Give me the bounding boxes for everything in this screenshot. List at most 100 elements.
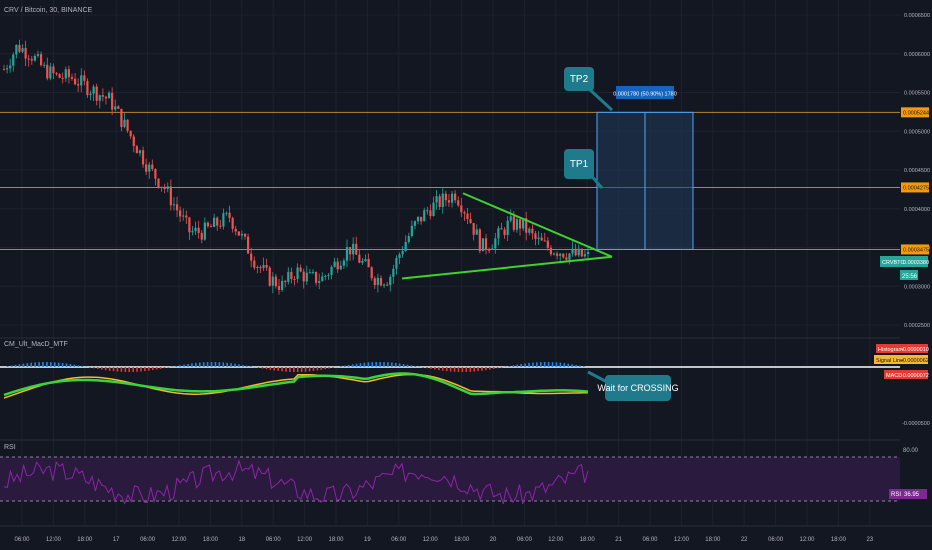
- candle-body: [262, 265, 265, 269]
- price-tick-label: 0.0005000: [904, 129, 930, 135]
- histogram-bar: [269, 367, 272, 370]
- level-tag: [901, 182, 929, 193]
- tp2-bubble: [564, 67, 594, 91]
- price-tick-label: 0.0004000: [904, 207, 930, 213]
- histogram-bar: [304, 367, 307, 372]
- histogram-bar: [218, 362, 221, 367]
- histogram-bar: [73, 364, 76, 367]
- candle-body: [175, 204, 179, 211]
- candle-body: [376, 277, 379, 286]
- level-tag-text: 0.0004275: [903, 185, 929, 191]
- macd-pane[interactable]: CM_Ult_MacD_MTF Wait for CROSSING: [0, 337, 932, 401]
- time-tick-label: 12:00: [799, 537, 815, 543]
- time-tick-label: 21: [615, 537, 622, 543]
- histogram-bar: [69, 364, 72, 367]
- candle-body: [101, 95, 104, 97]
- candle-body: [111, 92, 114, 110]
- candle-body: [21, 48, 24, 52]
- histogram-bar: [426, 367, 428, 369]
- wait-callout[interactable]: Wait for CROSSING: [587, 370, 679, 401]
- candle-body: [182, 215, 185, 217]
- histogram-bar: [434, 367, 436, 370]
- candle-body: [231, 217, 234, 229]
- candle-body: [355, 243, 358, 255]
- histogram-bar: [30, 362, 33, 367]
- time-tick-label: 18:00: [454, 537, 470, 543]
- candle-body: [92, 86, 95, 94]
- candle-body: [481, 238, 485, 252]
- measure-tag: 0.0001780 (50.90%) 1780: [613, 86, 677, 99]
- histogram-bar: [340, 366, 342, 367]
- tp1-label: TP1: [570, 159, 589, 170]
- candle-body: [518, 219, 522, 229]
- candle-body: [450, 193, 454, 203]
- histogram-bar: [195, 362, 197, 367]
- candle-body: [179, 210, 182, 217]
- histogram-label: Histogram: [878, 347, 903, 353]
- candle-body: [398, 254, 401, 259]
- histogram-bar: [140, 367, 142, 372]
- histogram-bar: [148, 367, 150, 371]
- symbol-title: CRV / Bitcoin, 30, BINANCE: [4, 7, 93, 14]
- candle-body: [274, 276, 278, 287]
- level-tag: [901, 244, 929, 255]
- histogram-bar: [332, 367, 334, 368]
- candle-body: [407, 235, 410, 243]
- histogram-bar: [112, 367, 115, 372]
- candle-body: [512, 216, 515, 230]
- candle-body: [540, 237, 543, 241]
- macd-pane-title: CM_Ult_MacD_MTF: [4, 341, 68, 348]
- histogram-bar: [163, 367, 166, 369]
- rsi-label: RSI: [891, 492, 901, 498]
- candle-body: [237, 231, 240, 236]
- rsi-pane[interactable]: RSI: [0, 439, 932, 505]
- candle-body: [472, 223, 475, 235]
- candle-body: [216, 217, 219, 226]
- histogram-bar: [151, 367, 154, 371]
- histogram-bar: [210, 362, 213, 367]
- candle-body: [478, 229, 481, 252]
- candle-body: [157, 178, 160, 188]
- candle-body: [268, 267, 271, 286]
- candle-body: [556, 253, 559, 256]
- time-tick-label: 12:00: [297, 537, 313, 543]
- histogram-bar: [222, 362, 225, 367]
- histogram-bar: [414, 365, 417, 367]
- candle-body: [302, 271, 305, 282]
- time-tick-label: 18:00: [203, 537, 219, 543]
- histogram-bar: [359, 363, 362, 367]
- candle-body: [426, 210, 429, 212]
- candle-body: [203, 222, 206, 240]
- time-axis[interactable]: 06:00 12:00 18:00 17 06:00 12:00 18:00 18 06:00 1…: [0, 525, 932, 543]
- candle-body: [234, 228, 237, 232]
- triangle-pattern[interactable]: [401, 192, 613, 280]
- candle-body: [574, 248, 577, 256]
- candle-body: [129, 130, 132, 137]
- time-tick-label: 12:00: [548, 537, 564, 543]
- candle-body: [250, 253, 253, 261]
- histogram-bar: [536, 362, 538, 367]
- time-tick-label: 18:00: [705, 537, 721, 543]
- histogram-bar: [465, 367, 468, 372]
- candle-body: [200, 232, 203, 240]
- histogram-bar: [277, 367, 279, 371]
- candle-body: [247, 236, 250, 254]
- price-tick-label: 0.0002500: [904, 323, 930, 329]
- candle-body: [339, 265, 342, 270]
- histogram-bar: [571, 364, 573, 367]
- tp2-callout[interactable]: TP2: [564, 67, 614, 112]
- histogram-bar: [539, 362, 542, 367]
- price-axis[interactable]: 0.00065000.00060000.00055000.00050000.00…: [874, 0, 932, 526]
- tp1-callout[interactable]: TP1: [564, 149, 604, 189]
- histogram-bar: [175, 365, 178, 367]
- candle-body: [404, 242, 407, 251]
- candle-body: [120, 108, 123, 128]
- histogram-bar: [410, 365, 413, 367]
- histogram-bar: [524, 363, 526, 367]
- tp2-pointer: [586, 86, 614, 112]
- candle-body: [52, 66, 55, 74]
- candle-body: [429, 210, 432, 217]
- price-pane[interactable]: TP2 TP1 0.0001780 (50.90%) 1780: [0, 39, 900, 295]
- time-tick-label: 12:00: [423, 537, 439, 543]
